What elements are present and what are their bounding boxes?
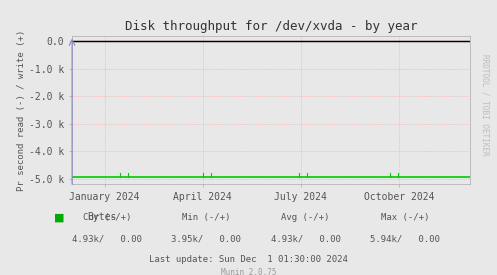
- Title: Disk throughput for /dev/xvda - by year: Disk throughput for /dev/xvda - by year: [125, 20, 417, 33]
- Text: Last update: Sun Dec  1 01:30:00 2024: Last update: Sun Dec 1 01:30:00 2024: [149, 255, 348, 264]
- Text: Munin 2.0.75: Munin 2.0.75: [221, 268, 276, 275]
- Text: RRDTOOL / TOBI OETIKER: RRDTOOL / TOBI OETIKER: [480, 54, 489, 155]
- Text: ■: ■: [54, 212, 65, 222]
- Text: 5.94k/   0.00: 5.94k/ 0.00: [370, 235, 440, 244]
- Text: Cur (-/+): Cur (-/+): [83, 213, 131, 222]
- Text: 4.93k/   0.00: 4.93k/ 0.00: [271, 235, 340, 244]
- Y-axis label: Pr second read (-) / write (+): Pr second read (-) / write (+): [17, 29, 26, 191]
- Text: 3.95k/   0.00: 3.95k/ 0.00: [171, 235, 241, 244]
- Text: Bytes: Bytes: [87, 212, 116, 222]
- Text: Avg (-/+): Avg (-/+): [281, 213, 330, 222]
- Text: 4.93k/   0.00: 4.93k/ 0.00: [72, 235, 142, 244]
- Text: Min (-/+): Min (-/+): [182, 213, 231, 222]
- Text: Max (-/+): Max (-/+): [381, 213, 429, 222]
